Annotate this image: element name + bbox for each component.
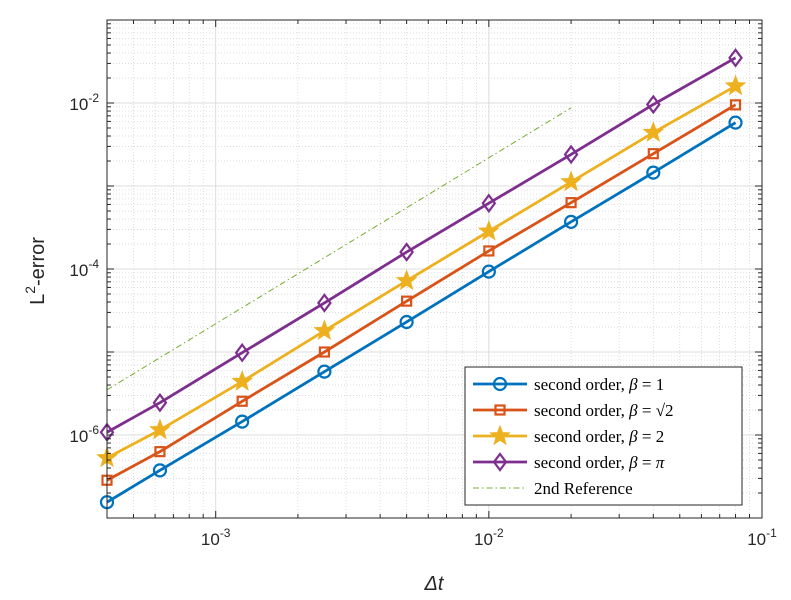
y-axis-label: L2-error xyxy=(22,237,49,305)
data-point xyxy=(647,148,659,160)
data-point xyxy=(154,446,166,458)
legend-label-symbol: β xyxy=(628,375,638,394)
legend-label-equals: = xyxy=(638,375,656,394)
y-tick-label: 10-4 xyxy=(69,257,99,280)
series-2 xyxy=(101,99,742,486)
tick-label-exponent: -2 xyxy=(88,91,99,105)
series-line xyxy=(106,103,737,482)
legend-entry: 2nd Reference xyxy=(473,479,633,498)
data-point xyxy=(401,295,413,307)
legend-label-symbol: β xyxy=(628,401,638,420)
axes xyxy=(106,19,763,519)
data-point xyxy=(560,170,582,192)
tick-label-exponent: -2 xyxy=(493,526,504,540)
legend-label-equals: = xyxy=(638,427,656,446)
y-axis-label-base: L xyxy=(27,294,49,305)
data-point xyxy=(149,418,171,440)
data-point xyxy=(724,74,747,96)
series-4 xyxy=(99,48,743,443)
tick-label-base: 10 xyxy=(201,530,220,549)
data-point xyxy=(642,121,665,142)
x-axis-label: Δt xyxy=(424,573,445,595)
legend-label-prefix: second order, xyxy=(534,427,629,446)
data-point xyxy=(565,197,577,209)
data-point xyxy=(317,364,332,379)
y-tick-label: 10-2 xyxy=(69,91,99,114)
data-point xyxy=(563,214,579,229)
data-point xyxy=(563,144,579,165)
legend-label-equals: = xyxy=(638,401,656,420)
tick-label-exponent: -3 xyxy=(220,526,231,540)
reference-line-layer xyxy=(106,107,572,391)
legend-label: second order, β = 2 xyxy=(534,427,664,446)
legend-label: second order, β = π xyxy=(534,453,665,472)
legend-label-value: 1 xyxy=(656,375,665,394)
data-point xyxy=(231,370,254,391)
data-point xyxy=(729,99,742,111)
data-point xyxy=(646,165,661,180)
data-point xyxy=(481,264,496,279)
x-tick-label: 10-3 xyxy=(201,526,231,549)
data-point xyxy=(481,193,497,214)
legend-entry: second order, β = √2 xyxy=(473,401,674,420)
tick-label-base: 10 xyxy=(747,530,766,549)
data-point xyxy=(317,293,332,313)
legend-entry: second order, β = 2 xyxy=(473,424,664,446)
data-point xyxy=(483,245,495,257)
data-point xyxy=(477,219,500,241)
legend-label-equals: = xyxy=(638,453,656,472)
tick-label-base: 10 xyxy=(69,427,88,446)
tick-label-exponent: -6 xyxy=(88,423,99,437)
data-point xyxy=(234,342,250,363)
data-point xyxy=(236,395,248,407)
tick-label-exponent: -4 xyxy=(88,257,99,271)
tick-label-base: 10 xyxy=(69,261,88,280)
x-tick-label: 10-2 xyxy=(474,526,504,549)
legend-label: second order, β = √2 xyxy=(534,401,674,420)
legend-label-prefix: second order, xyxy=(534,401,629,420)
y-axis-label-sup: 2 xyxy=(22,286,38,294)
legend-label-prefix: second order, xyxy=(534,375,629,394)
legend-label: 2nd Reference xyxy=(534,479,633,498)
y-tick-label: 10-6 xyxy=(69,423,99,446)
series-layer xyxy=(96,48,747,510)
series-line xyxy=(106,121,737,504)
data-point xyxy=(645,94,661,115)
reference-line xyxy=(106,107,572,391)
legend-label-symbol: β xyxy=(628,453,638,472)
data-point xyxy=(318,346,330,358)
legend-entry: second order, β = π xyxy=(473,452,665,472)
legend-label-value: 2 xyxy=(656,427,665,446)
tick-label-exponent: -1 xyxy=(766,526,777,540)
legend-label-value: √2 xyxy=(656,401,674,420)
y-tick-labels: 10-610-410-2 xyxy=(69,91,99,446)
legend-marker xyxy=(494,404,506,416)
data-point xyxy=(399,242,414,262)
data-point xyxy=(728,48,743,68)
data-point xyxy=(152,392,168,413)
legend-marker xyxy=(492,376,508,392)
y-axis-label-rest: -error xyxy=(27,237,49,286)
legend-entry: second order, β = 1 xyxy=(473,375,664,394)
data-point xyxy=(152,463,168,478)
data-point xyxy=(235,414,250,429)
series-line xyxy=(106,56,737,434)
legend-label: second order, β = 1 xyxy=(534,375,664,394)
x-tick-labels: 10-3 10-2 10-1 xyxy=(201,526,777,549)
legend-marker xyxy=(492,452,508,472)
tick-label-base: 10 xyxy=(69,95,88,114)
legend-label-prefix: second order, xyxy=(534,453,629,472)
data-point xyxy=(728,115,743,130)
legend-marker xyxy=(489,424,511,446)
data-point xyxy=(313,319,336,341)
data-point xyxy=(399,314,414,330)
legend-label-symbol: β xyxy=(628,427,638,446)
legend-label-value: π xyxy=(656,453,665,472)
tick-label-base: 10 xyxy=(474,530,493,549)
x-tick-label: 10-1 xyxy=(747,526,777,549)
data-point xyxy=(395,269,418,291)
